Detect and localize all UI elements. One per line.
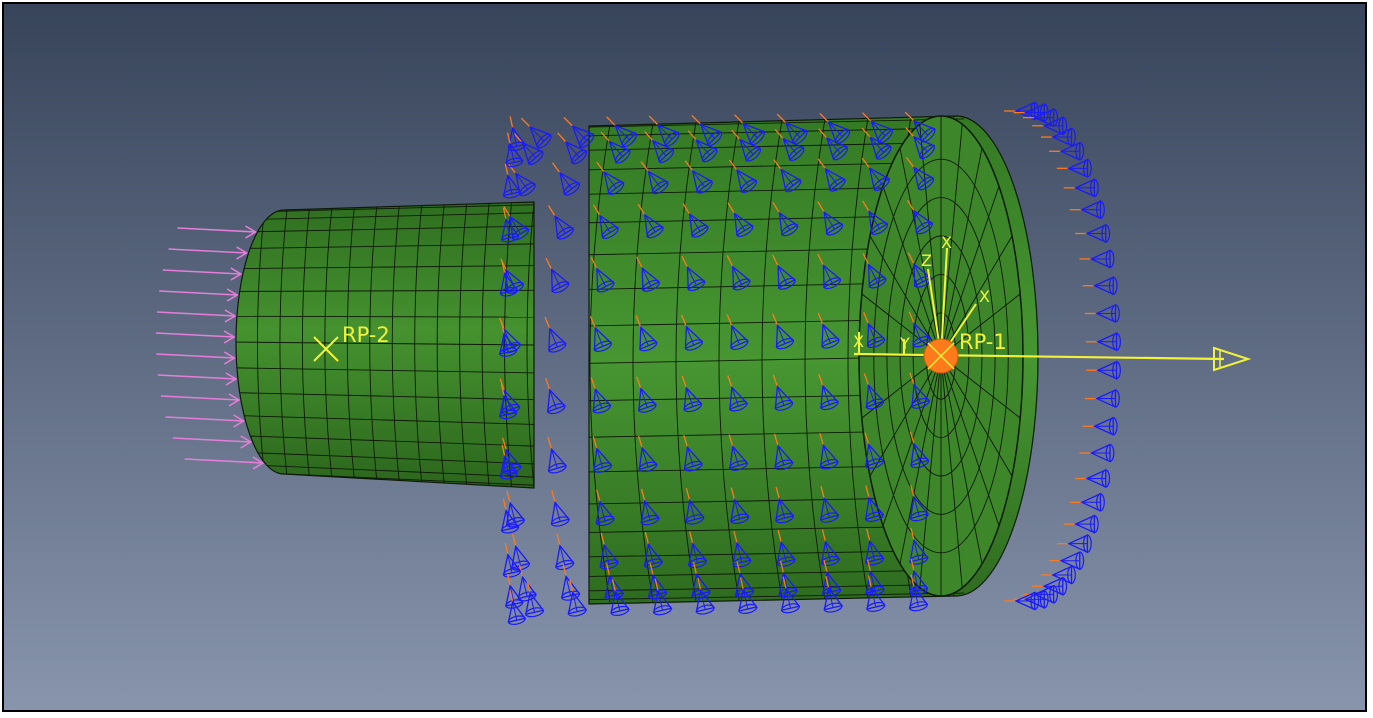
triad-arrowhead-icon [1213, 346, 1252, 372]
triad-label-x-top: X [941, 233, 952, 252]
pressure-load-arrows [498, 101, 1121, 625]
rp1-label: RP-1 [959, 330, 1007, 354]
load-arrows [155, 225, 265, 470]
rp2-marker[interactable]: RP-2 [313, 323, 390, 362]
shaft-cylinder [235, 201, 535, 489]
triad-label-y: Y [899, 334, 910, 353]
rp2-label: RP-2 [342, 323, 390, 347]
model-viewport[interactable]: RP-2 Z X X X Y [4, 4, 1365, 710]
triad-label-x-diag: X [979, 287, 990, 306]
rp1-marker[interactable]: RP-1 [923, 330, 1007, 374]
triad-label-z: Z [921, 251, 932, 270]
triad-label-x-left: X [853, 332, 864, 351]
model-canvas[interactable]: RP-2 Z X X X Y [4, 4, 1365, 710]
